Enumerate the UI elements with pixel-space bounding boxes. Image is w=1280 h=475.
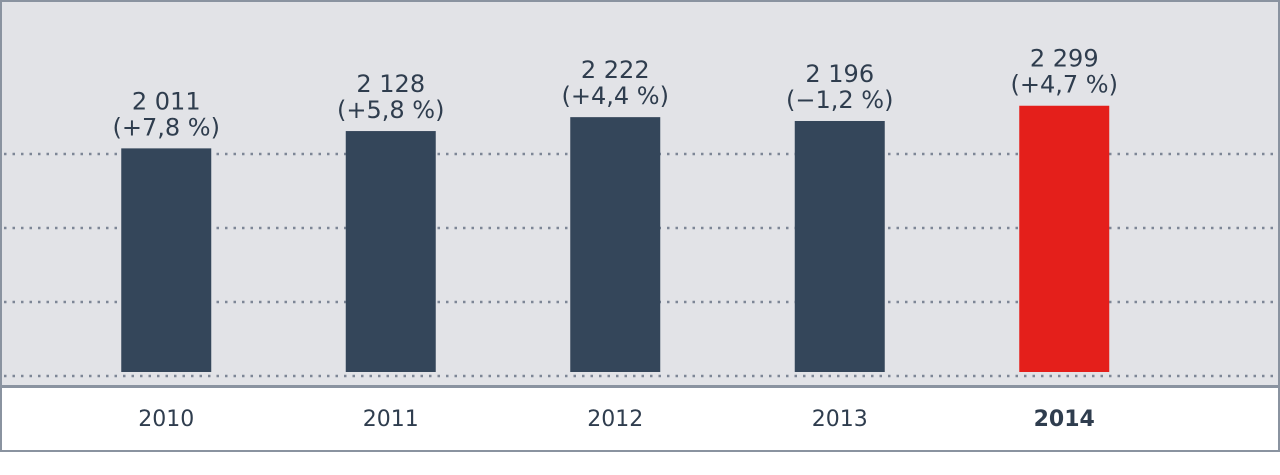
bar xyxy=(121,148,212,372)
value-label: 2 196 xyxy=(805,60,874,88)
change-label: (+4,4 %) xyxy=(562,82,669,110)
x-tick-label: 2010 xyxy=(138,407,194,432)
x-tick-label: 2014 xyxy=(1034,407,1095,432)
x-tick-label: 2011 xyxy=(363,407,419,432)
value-label: 2 128 xyxy=(356,70,425,98)
value-label: 2 299 xyxy=(1030,45,1099,73)
value-label: 2 011 xyxy=(132,87,201,115)
bar xyxy=(570,117,661,372)
bar xyxy=(345,131,436,372)
bar xyxy=(794,120,885,372)
change-label: (−1,2 %) xyxy=(786,86,893,114)
x-tick-label: 2013 xyxy=(812,407,868,432)
label-strip xyxy=(0,386,1280,452)
bar xyxy=(1019,105,1110,373)
x-tick-label: 2012 xyxy=(587,407,643,432)
value-label: 2 222 xyxy=(581,56,650,84)
change-label: (+4,7 %) xyxy=(1011,71,1118,99)
change-label: (+7,8 %) xyxy=(113,113,220,141)
change-label: (+5,8 %) xyxy=(337,96,444,124)
